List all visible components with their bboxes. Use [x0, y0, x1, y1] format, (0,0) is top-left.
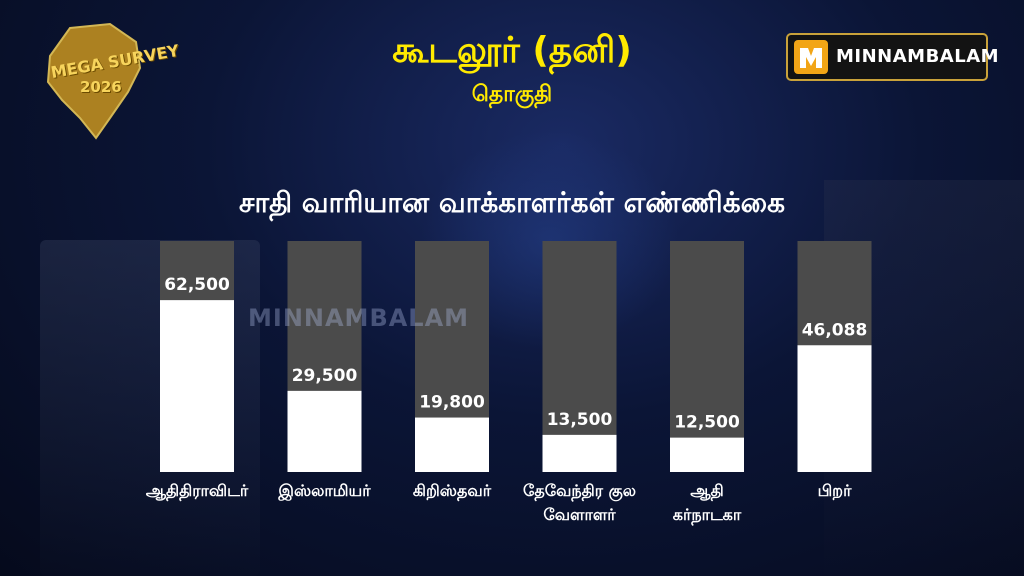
brand-logo: MINNAMBALAM	[786, 33, 999, 81]
category-label: கிறிஸ்தவர்	[413, 481, 492, 501]
bar-track	[670, 241, 744, 472]
bar	[797, 345, 872, 472]
bar	[287, 390, 362, 472]
bar	[670, 437, 744, 472]
value-label: 46,088	[802, 320, 868, 340]
category-label: ஆதி	[690, 481, 723, 501]
bar	[160, 300, 234, 472]
category-label: ஆதிதிராவிடர்	[146, 481, 249, 501]
value-label: 62,500	[164, 275, 230, 295]
value-label: 19,800	[419, 393, 485, 413]
page-subtitle: தொகுதி	[471, 82, 553, 107]
logo-text: MINNAMBALAM	[836, 46, 1000, 67]
category-label: வேளாளர்	[543, 505, 616, 524]
value-label: 29,500	[292, 366, 358, 386]
category-label: பிறர்	[818, 481, 852, 500]
bar	[542, 434, 617, 472]
badge-line-2: 2026	[80, 78, 122, 96]
logo-mark-icon	[794, 40, 828, 74]
category-label: தேவேந்திர குல	[523, 481, 636, 502]
page-title: கூடலூர் (தனி)	[392, 30, 632, 71]
category-label: இஸ்லாமியர்	[277, 481, 371, 501]
category-label: கர்நாடகா	[673, 505, 742, 525]
bar-track	[542, 241, 617, 472]
bar	[415, 417, 489, 472]
chart-title: சாதி வாரியான வாக்காளர்கள் எண்ணிக்கை	[238, 186, 786, 219]
watermark: MINNAMBALAM	[248, 304, 470, 332]
value-label: 12,500	[674, 413, 740, 433]
value-label: 13,500	[547, 410, 613, 430]
mega-survey-badge-icon	[46, 22, 142, 140]
